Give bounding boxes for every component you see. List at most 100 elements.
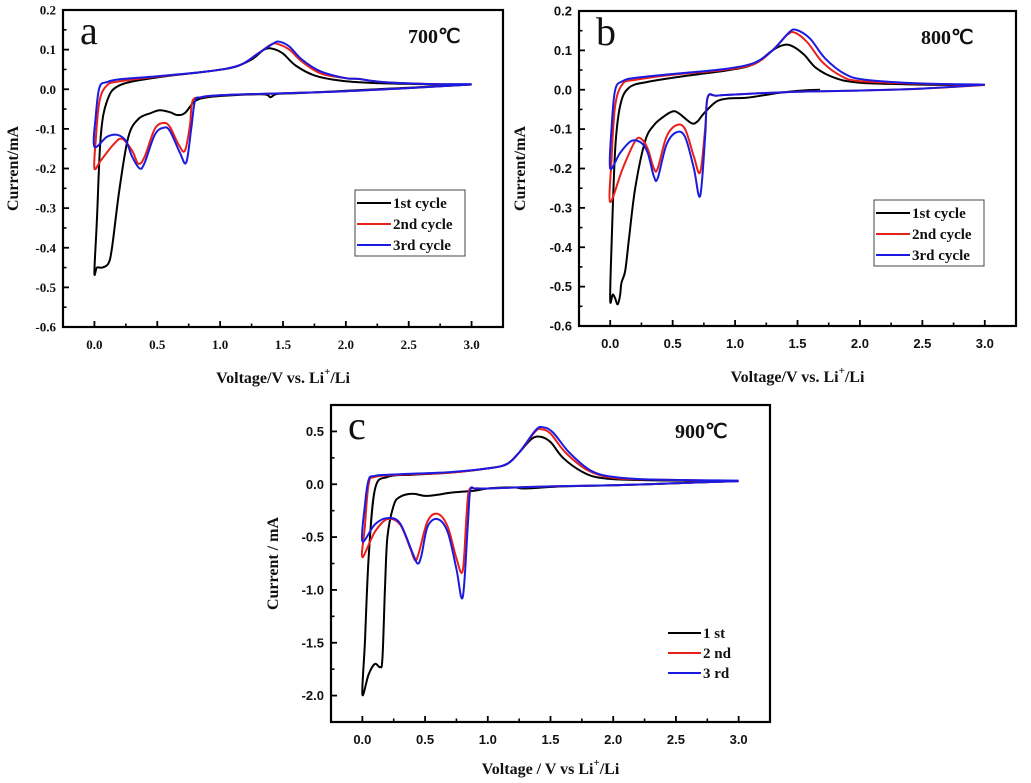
legend-label: 3 rd <box>703 666 730 682</box>
y-tick-label: -1.0 <box>302 582 324 597</box>
plot-frame <box>61 8 505 329</box>
legend: 1st cycle 2nd cycle 3rd cycle <box>873 199 985 267</box>
y-tick-label: 0.1 <box>40 42 56 57</box>
series-group <box>360 425 739 697</box>
panel-letter: a <box>80 8 98 53</box>
legend-label: 3rd cycle <box>912 248 970 264</box>
y-tick-label: 0.2 <box>554 4 572 19</box>
y-tick-label: 0.0 <box>306 477 324 492</box>
series-line-1-st <box>361 435 739 697</box>
x-tick-label: 1.0 <box>479 732 497 747</box>
legend-label: 1 st <box>703 626 725 642</box>
y-axis-title: Current / mA <box>265 517 282 610</box>
plot-frame <box>577 9 1018 328</box>
x-tick-label: 1.0 <box>212 337 228 352</box>
y-tick-label: -0.2 <box>35 161 56 176</box>
x-tick-label: 3.0 <box>730 732 748 747</box>
x-axis-title-tail: /Li <box>329 370 350 387</box>
x-tick-label: 2.0 <box>604 732 622 747</box>
x-axis-title: Voltage / V vs Li+/Li <box>482 757 620 778</box>
y-tick-label: -0.1 <box>35 121 56 136</box>
legend-label: 1st cycle <box>912 206 966 222</box>
x-tick-label: 3.0 <box>976 336 994 351</box>
chart-panel-c: 0.0 0.5 1.0 1.5 2.0 2.5 3.0 -2.0 -1.5 -1.0 -0.5 0.0… <box>265 403 772 778</box>
x-tick-label: 0.5 <box>416 732 434 747</box>
x-tick-label: 1.5 <box>541 732 559 747</box>
chart-panel-a: 0.0 0.5 1.0 1.5 2.0 2.5 3.0-0.6-0.5-0.4-0.3-0.… <box>5 3 505 387</box>
series-group <box>92 40 472 277</box>
y-tick-label: -0.3 <box>35 201 56 216</box>
series-group <box>608 28 985 306</box>
y-tick-label: -0.5 <box>550 279 572 294</box>
series-line-2nd-cycle <box>93 42 472 171</box>
temperature-annotation: 900℃ <box>675 421 727 443</box>
y-tick-label: 0.0 <box>40 82 56 97</box>
y-tick-label: -0.3 <box>550 200 572 215</box>
y-tick-label: -2.0 <box>302 688 324 703</box>
legend: 1st cycle 2nd cycle 3rd cycle <box>354 189 466 257</box>
x-tick-label: 1.5 <box>275 337 292 352</box>
x-axis-title: Voltage/V vs. Li+/Li <box>731 365 865 386</box>
x-axis-title: Voltage/V vs. Li+/Li <box>216 366 350 387</box>
y-tick-label: -0.5 <box>302 530 324 545</box>
chart-panel-b: 0.0 0.5 1.0 1.5 2.0 2.5 3.0-0.6-0.5-0.4-0.3-0.… <box>512 4 1018 386</box>
legend-label: 2nd cycle <box>393 217 453 233</box>
x-tick-label: 0.0 <box>353 732 371 747</box>
y-axis-title: Current/mA <box>512 126 529 211</box>
x-axis: 0.0 0.5 1.0 1.5 2.0 2.5 3.0 <box>86 321 480 352</box>
x-tick-label: 2.5 <box>913 336 931 351</box>
x-tick-label: 1.5 <box>788 336 806 351</box>
temperature-annotation: 800℃ <box>921 27 973 49</box>
y-tick-label: 0.5 <box>306 424 324 439</box>
series-line-3-rd <box>360 425 739 600</box>
series-line-3rd-cycle <box>92 40 472 170</box>
y-tick-label: -0.6 <box>35 320 56 335</box>
x-tick-label: 0.5 <box>149 337 166 352</box>
y-tick-label: 0.2 <box>40 3 56 18</box>
legend-label: 2 nd <box>703 646 732 662</box>
x-axis-title-superscript: + <box>839 365 845 377</box>
x-tick-label: 2.0 <box>851 336 869 351</box>
x-tick-label: 0.0 <box>601 336 619 351</box>
y-tick-label: -0.4 <box>550 240 573 255</box>
y-tick-label: -0.2 <box>550 161 572 176</box>
x-axis-title-main: Voltage/V vs. Li <box>731 369 840 386</box>
x-axis-title-tail: /Li <box>599 761 620 778</box>
legend-label: 3rd cycle <box>393 238 451 254</box>
x-axis-title-main: Voltage / V vs Li <box>482 761 594 778</box>
series-line-2-nd <box>360 427 739 574</box>
y-tick-label: 0.0 <box>554 82 572 97</box>
legend: 1 st 2 nd 3 rd <box>668 626 732 682</box>
y-axis: -0.6 -0.5 -0.4 -0.3 -0.2 -0.1 0.0 0.1 0.2 <box>35 3 69 335</box>
panel-letter: c <box>348 403 366 448</box>
legend-label: 1st cycle <box>393 196 447 212</box>
y-tick-label: -0.6 <box>550 319 572 334</box>
series-line-3rd-cycle <box>608 28 985 198</box>
x-tick-label: 0.5 <box>664 336 682 351</box>
series-line-1st-cycle <box>609 43 985 306</box>
x-tick-label: 2.5 <box>667 732 685 747</box>
series-line-2nd-cycle <box>608 30 985 204</box>
panel-letter: b <box>596 9 616 54</box>
y-tick-label: -0.1 <box>550 122 572 137</box>
x-axis-title-tail: /Li <box>844 369 865 386</box>
x-tick-label: 3.0 <box>463 337 479 352</box>
y-tick-label: -0.4 <box>35 240 56 255</box>
legend-label: 2nd cycle <box>912 227 972 243</box>
x-axis-title-main: Voltage/V vs. Li <box>216 370 325 387</box>
y-tick-label: 0.1 <box>554 43 572 58</box>
y-tick-label: -1.5 <box>302 635 324 650</box>
y-axis: -2.0 -1.5 -1.0 -0.5 0.0 0.5 <box>302 424 337 703</box>
x-axis: 0.0 0.5 1.0 1.5 2.0 2.5 3.0 <box>353 716 748 747</box>
x-tick-label: 1.0 <box>726 336 744 351</box>
x-tick-label: 0.0 <box>86 337 102 352</box>
x-axis-title-superscript: + <box>324 366 330 378</box>
y-axis: -0.6 -0.5 -0.4 -0.3 -0.2 -0.1 0.0 0.1 0.2 <box>550 4 585 334</box>
x-axis: 0.0 0.5 1.0 1.5 2.0 2.5 3.0 <box>601 320 994 351</box>
x-tick-label: 2.5 <box>401 337 418 352</box>
temperature-annotation: 700℃ <box>408 26 460 48</box>
x-axis-title-superscript: + <box>593 757 599 769</box>
y-tick-label: -0.5 <box>35 280 56 295</box>
y-axis-title: Current/mA <box>5 126 22 211</box>
